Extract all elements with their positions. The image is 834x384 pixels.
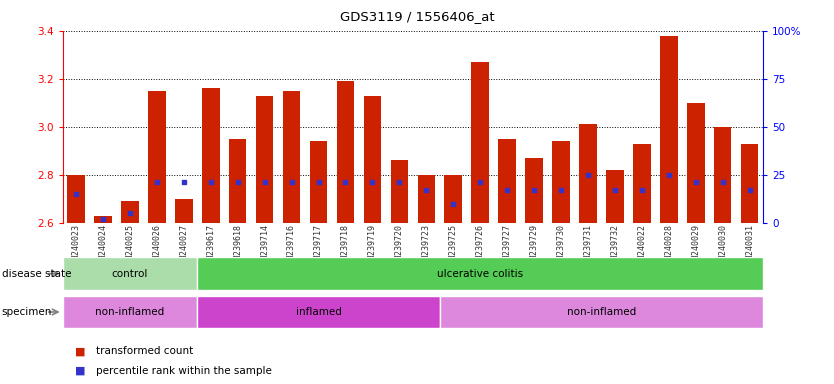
- Bar: [202, 88, 219, 223]
- Bar: [606, 170, 624, 223]
- Bar: [68, 175, 85, 223]
- Text: GDS3119 / 1556406_at: GDS3119 / 1556406_at: [339, 10, 495, 23]
- Text: ■: ■: [75, 366, 86, 376]
- Text: non-inflamed: non-inflamed: [567, 307, 636, 317]
- Text: transformed count: transformed count: [96, 346, 193, 356]
- Bar: [148, 91, 166, 223]
- Bar: [256, 96, 274, 223]
- Bar: [283, 91, 300, 223]
- Bar: [337, 81, 354, 223]
- Bar: [364, 96, 381, 223]
- Bar: [418, 175, 435, 223]
- Text: non-inflamed: non-inflamed: [95, 307, 164, 317]
- Bar: [309, 141, 327, 223]
- Bar: [121, 201, 138, 223]
- Bar: [198, 257, 763, 290]
- Text: percentile rank within the sample: percentile rank within the sample: [96, 366, 272, 376]
- Bar: [714, 127, 731, 223]
- Bar: [229, 139, 247, 223]
- Bar: [63, 257, 198, 290]
- Text: ulcerative colitis: ulcerative colitis: [437, 268, 523, 279]
- Text: inflamed: inflamed: [295, 307, 341, 317]
- Bar: [525, 158, 543, 223]
- Bar: [63, 296, 198, 328]
- Bar: [94, 215, 112, 223]
- Bar: [471, 62, 489, 223]
- Bar: [175, 199, 193, 223]
- Text: specimen: specimen: [2, 307, 52, 317]
- Bar: [633, 144, 651, 223]
- Text: ■: ■: [75, 346, 86, 356]
- Bar: [445, 175, 462, 223]
- Bar: [198, 296, 440, 328]
- Bar: [687, 103, 705, 223]
- Text: disease state: disease state: [2, 268, 71, 279]
- Bar: [660, 36, 677, 223]
- Bar: [390, 161, 408, 223]
- Text: control: control: [112, 268, 148, 279]
- Bar: [579, 124, 597, 223]
- Bar: [499, 139, 516, 223]
- Bar: [741, 144, 758, 223]
- Bar: [440, 296, 763, 328]
- Bar: [552, 141, 570, 223]
